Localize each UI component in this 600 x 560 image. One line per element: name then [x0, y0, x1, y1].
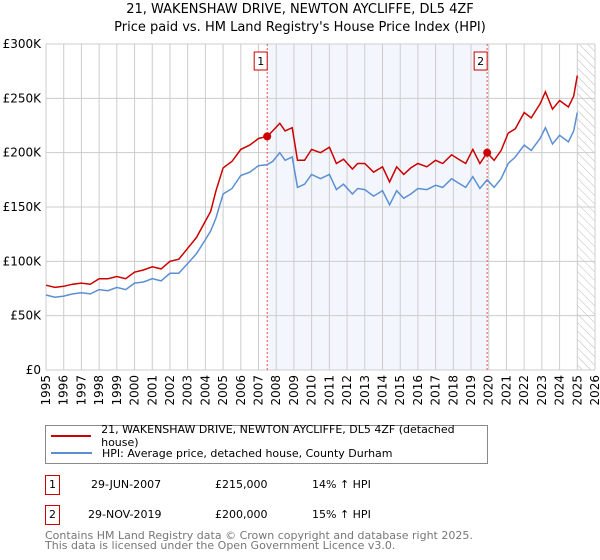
- marker-label: 2: [477, 55, 484, 68]
- x-tick-label: 2013: [358, 375, 372, 406]
- x-tick-label: 2002: [163, 375, 177, 406]
- transaction-price: £200,000: [215, 508, 268, 521]
- x-tick-label: 2015: [393, 375, 407, 406]
- x-tick-label: 2021: [499, 375, 513, 406]
- y-tick-label: £100K: [3, 254, 43, 268]
- x-tick-label: 2006: [234, 375, 248, 406]
- legend: 21, WAKENSHAW DRIVE, NEWTON AYCLIFFE, DL…: [45, 423, 488, 464]
- transaction-date: 29-NOV-2019: [88, 508, 162, 521]
- transaction-hpi: 15% ↑ HPI: [312, 508, 371, 521]
- x-tick-label: 2008: [269, 375, 283, 406]
- x-tick-label: 2019: [464, 375, 478, 406]
- x-tick-label: 2011: [322, 375, 336, 406]
- legend-label: HPI: Average price, detached house, Coun…: [102, 446, 393, 460]
- x-tick-label: 2014: [375, 375, 389, 406]
- marker-box: [473, 51, 488, 71]
- x-tick-label: 2016: [411, 375, 425, 406]
- x-tick-label: 2012: [340, 375, 354, 406]
- footer: Contains HM Land Registry data © Crown c…: [45, 529, 473, 552]
- x-tick-label: 2009: [287, 375, 301, 406]
- legend-item-hpi: HPI: Average price, detached house, Coun…: [51, 445, 393, 461]
- legend-item-property: 21, WAKENSHAW DRIVE, NEWTON AYCLIFFE, DL…: [51, 423, 487, 449]
- x-tick-label: 1997: [74, 375, 88, 406]
- x-tick-label: 2004: [198, 375, 212, 406]
- x-tick-label: 2007: [252, 375, 266, 406]
- legend-swatch-blue: [51, 452, 92, 454]
- marker-box: [253, 51, 268, 71]
- transaction-number: 2: [45, 505, 60, 525]
- footer-line: Contains HM Land Registry data © Crown c…: [45, 529, 473, 542]
- transaction-hpi: 14% ↑ HPI: [312, 478, 371, 491]
- x-tick-label: 1995: [39, 375, 53, 406]
- series-line: [45, 112, 579, 298]
- x-tick-label: 1998: [92, 375, 106, 406]
- chart-title: 21, WAKENSHAW DRIVE, NEWTON AYCLIFFE, DL…: [126, 2, 474, 17]
- x-tick-label: 2017: [429, 375, 443, 406]
- marker-label: 1: [257, 55, 264, 68]
- sale-point: [263, 132, 272, 141]
- transaction-row: 2 29-NOV-2019 £200,000 15% ↑ HPI: [45, 505, 465, 525]
- y-tick-label: £50K: [10, 309, 42, 323]
- transaction-date: 29-JUN-2007: [91, 478, 162, 491]
- x-tick-label: 2026: [588, 375, 600, 406]
- transaction-row: 1 29-JUN-2007 £215,000 14% ↑ HPI: [45, 475, 465, 495]
- transaction-price: £215,000: [215, 478, 268, 491]
- y-tick-label: £0: [26, 363, 41, 377]
- x-tick-label: 2023: [535, 375, 549, 406]
- x-tick-label: 2003: [181, 375, 195, 406]
- sale-point: [483, 148, 492, 157]
- x-tick-label: 2000: [128, 375, 142, 406]
- x-tick-label: 1999: [110, 375, 124, 406]
- line-chart: 1995 1996 1997 1998 1999 2000 2001 2002 2003 2004…: [3, 37, 600, 406]
- x-tick-label: 1996: [57, 375, 71, 406]
- x-tick-label: 2022: [517, 375, 531, 406]
- y-tick-label: £200K: [3, 146, 43, 160]
- x-tick-label: 2020: [482, 375, 496, 406]
- series-line: [45, 75, 579, 289]
- x-tick-label: 2005: [216, 375, 230, 406]
- x-tick-label: 2018: [446, 375, 460, 406]
- chart-subtitle: Price paid vs. HM Land Registry's House …: [114, 20, 486, 35]
- y-tick-label: £150K: [3, 200, 43, 214]
- y-tick-label: £250K: [3, 91, 43, 105]
- transaction-number: 1: [45, 475, 60, 495]
- x-tick-label: 2024: [553, 375, 567, 406]
- x-tick-label: 2001: [145, 375, 159, 406]
- y-tick-label: £300K: [3, 37, 43, 51]
- footer-line: This data is licensed under the Open Gov…: [45, 539, 396, 552]
- legend-swatch-red: [51, 435, 92, 437]
- legend-label: 21, WAKENSHAW DRIVE, NEWTON AYCLIFFE, DL…: [101, 423, 455, 449]
- x-tick-label: 2025: [570, 375, 584, 406]
- x-tick-label: 2010: [305, 375, 319, 406]
